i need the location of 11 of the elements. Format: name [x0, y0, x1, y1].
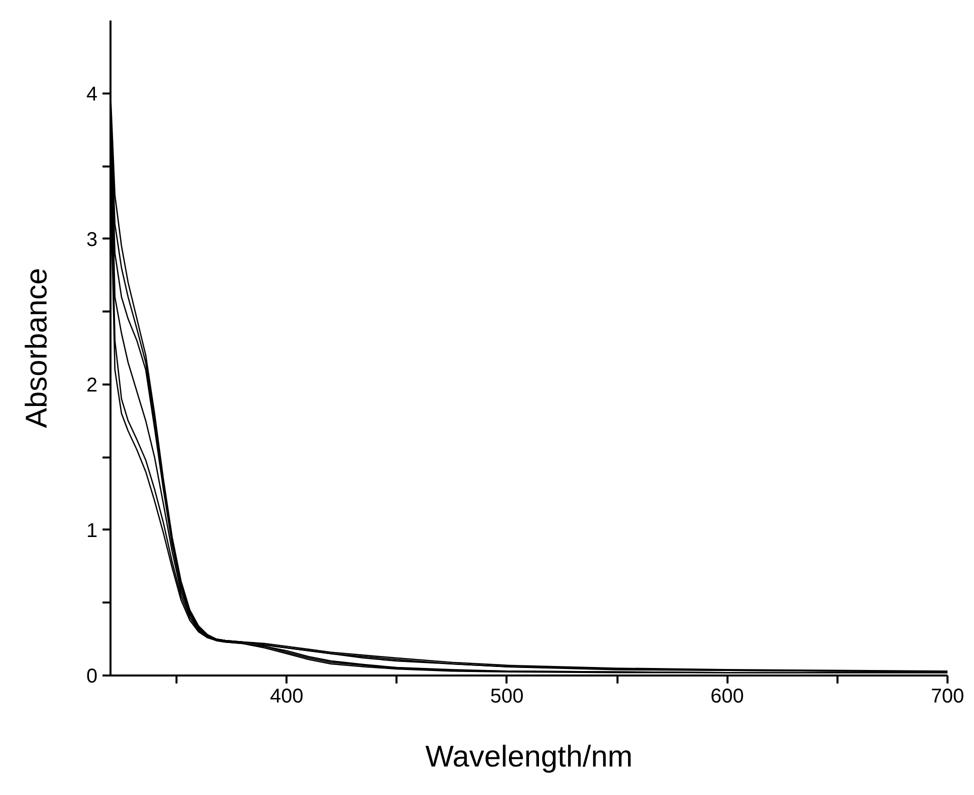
x-tick-label: 700	[930, 686, 964, 708]
y-axis-title: Absorbance	[20, 268, 54, 428]
x-tick-label: 400	[270, 686, 304, 708]
x-tick-label: 600	[710, 686, 744, 708]
y-tick-label: 2	[86, 374, 98, 396]
y-tick-label: 1	[86, 520, 98, 542]
x-axis-title: Wavelength/nm	[425, 740, 633, 774]
y-tick-label: 4	[86, 83, 98, 106]
y-tick-label: 3	[86, 228, 98, 251]
x-tick-label: 500	[490, 686, 524, 708]
y-tick-label: 0	[86, 666, 98, 688]
